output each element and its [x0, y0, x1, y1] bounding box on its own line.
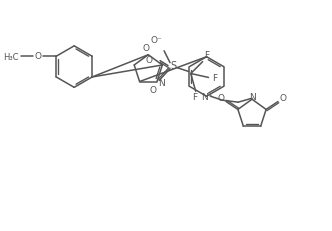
- Text: H₃C: H₃C: [3, 53, 19, 62]
- Text: O: O: [35, 52, 42, 61]
- Text: F: F: [192, 93, 197, 102]
- Text: O⁻: O⁻: [150, 36, 162, 46]
- Text: N: N: [249, 93, 255, 102]
- Text: O: O: [218, 94, 225, 103]
- Text: N⁺: N⁺: [201, 93, 212, 102]
- Text: F: F: [204, 51, 209, 60]
- Text: S: S: [170, 61, 176, 71]
- Text: O: O: [143, 44, 150, 53]
- Text: O: O: [146, 56, 153, 65]
- Text: F: F: [212, 74, 217, 83]
- Text: O: O: [150, 86, 157, 95]
- Text: O: O: [280, 94, 287, 103]
- Text: N: N: [159, 79, 165, 88]
